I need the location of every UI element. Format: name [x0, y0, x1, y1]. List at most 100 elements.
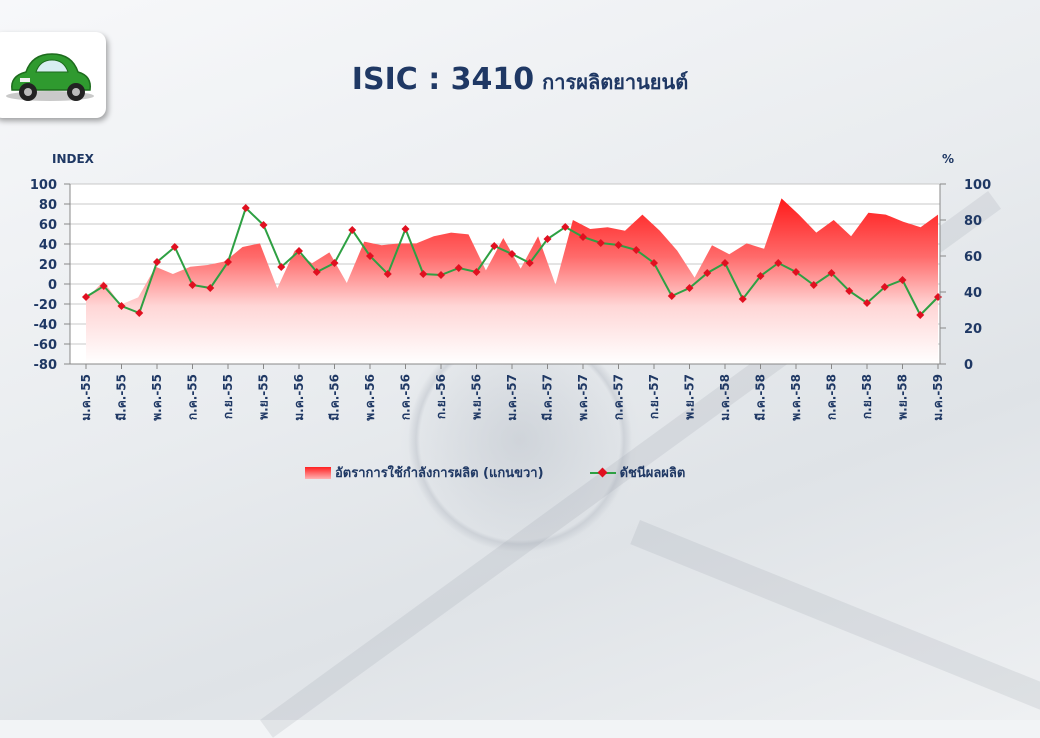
legend-capacity-label: อัตราการใช้กำลังการผลิต (แกนขวา): [335, 466, 544, 481]
legend-item-capacity: อัตราการใช้กำลังการผลิต (แกนขวา): [305, 462, 544, 483]
index-point: [224, 258, 232, 266]
index-point: [277, 263, 286, 271]
x-axis-tick-label: มี.ค.-55: [115, 374, 129, 421]
index-point: [827, 269, 836, 277]
x-axis-tick-label: ม.ค.-55: [79, 374, 93, 421]
index-point: [614, 241, 623, 249]
page-title: ISIC : 3410 การผลิตยานยนต์: [0, 62, 1040, 98]
x-axis-tick-label: พ.ย.-58: [896, 374, 910, 420]
index-point: [490, 242, 499, 250]
index-point: [508, 250, 516, 258]
x-axis-tick-label: พ.ค.-56: [363, 374, 377, 421]
x-axis-tick-label: มี.ค.-57: [541, 374, 555, 421]
index-point: [348, 226, 357, 234]
index-point: [383, 270, 392, 278]
index-point: [792, 268, 800, 276]
left-axis-tick-label: -20: [34, 298, 58, 313]
x-axis-tick-label: พ.ย.-57: [683, 374, 697, 420]
x-axis-tick-label: ก.ย.-58: [860, 374, 874, 419]
index-point: [579, 233, 587, 241]
left-axis-tick-label: 60: [39, 218, 57, 233]
index-point: [898, 276, 907, 284]
index-point: [880, 283, 889, 291]
right-axis-tick-label: 0: [964, 358, 973, 373]
left-axis-tick-label: -80: [34, 358, 58, 373]
index-point: [437, 271, 445, 279]
production-index-chart: 100 80 60 40 20 0 -20 -40 -60 -80 100 80 60 40 20 0 ม.ค.…: [30, 178, 991, 421]
left-axis-tick-label: -60: [34, 338, 58, 353]
left-axis-tick-label: 100: [30, 178, 57, 193]
chart-axes: 100 80 60 40 20 0 -20 -40 -60 -80 100 80 60 40 20 0 ม.ค.…: [30, 178, 991, 421]
index-point: [845, 287, 854, 295]
index-point: [99, 282, 108, 290]
left-axis-tick-label: 40: [39, 238, 57, 253]
capacity-area: [86, 198, 938, 364]
index-point: [738, 295, 747, 303]
index-point: [206, 284, 215, 292]
legend-index-label: ดัชนีผลผลิต: [619, 466, 686, 481]
x-axis-tick-label: ม.ค.-57: [505, 374, 519, 421]
capacity-area-series: [86, 198, 938, 364]
x-axis-tick-label: ก.ย.-57: [647, 374, 661, 419]
index-point: [312, 268, 321, 276]
x-axis-tick-label: ก.ค.-57: [612, 374, 626, 420]
x-axis-tick-label: พ.ค.-55: [150, 374, 164, 421]
index-point: [774, 259, 783, 267]
car-icon: [6, 53, 94, 101]
x-axis-tick-label: ม.ค.-59: [931, 374, 945, 421]
left-axis-tick-label: 80: [39, 198, 57, 213]
index-point: [543, 235, 552, 243]
index-point: [153, 258, 161, 266]
index-point: [632, 246, 641, 254]
x-axis-tick-label: พ.ค.-58: [789, 374, 803, 421]
x-axis-tick-label: มี.ค.-58: [754, 374, 768, 421]
x-axis-tick-label: ม.ค.-56: [292, 374, 306, 421]
index-point: [472, 268, 481, 276]
x-axis-tick-label: พ.ย.-56: [470, 374, 484, 420]
index-point: [295, 247, 303, 255]
left-axis-tick-label: 0: [48, 278, 57, 293]
index-point: [188, 281, 197, 289]
title-thai: การผลิตยานยนต์: [542, 70, 689, 94]
index-point: [667, 292, 676, 300]
index-point: [135, 309, 144, 317]
index-point: [863, 299, 871, 307]
index-point: [916, 311, 925, 319]
left-axis-tick-label: 20: [39, 258, 57, 273]
x-axis-tick-label: ก.ค.-56: [399, 374, 413, 420]
index-point: [756, 272, 765, 280]
index-point: [259, 221, 268, 229]
index-point: [330, 259, 339, 267]
index-point: [703, 269, 712, 277]
index-point: [596, 239, 605, 247]
index-point: [685, 284, 694, 292]
index-point: [454, 264, 463, 272]
legend-item-index: ดัชนีผลผลิต: [589, 462, 686, 483]
index-line-series: [82, 204, 942, 319]
x-axis-tick-label: ม.ค.-58: [718, 374, 732, 421]
right-axis-tick-label: 100: [964, 178, 991, 193]
index-point: [241, 204, 250, 212]
index-point: [721, 259, 729, 267]
index-point: [82, 293, 90, 301]
index-point: [809, 281, 818, 289]
legend-area-swatch: [305, 466, 331, 479]
chart-legend: อัตราการใช้กำลังการผลิต (แกนขวา) ดัชนีผล…: [305, 462, 731, 483]
right-axis-tick-label: 20: [964, 322, 982, 337]
index-point: [401, 225, 410, 233]
left-axis-tick-label: -40: [34, 318, 58, 333]
x-axis-tick-label: ก.ย.-55: [221, 374, 235, 419]
right-axis-tick-label: 80: [964, 214, 982, 229]
left-axis-unit: INDEX: [52, 152, 94, 166]
legend-line-swatch: [589, 467, 616, 479]
x-axis-tick-label: มี.ค.-56: [328, 374, 342, 421]
right-axis-tick-label: 40: [964, 286, 982, 301]
x-axis-tick-label: ก.ค.-58: [825, 374, 839, 420]
index-point: [525, 259, 534, 267]
x-axis-tick-label: ก.ย.-56: [434, 374, 448, 419]
x-axis-tick-label: พ.ค.-57: [576, 374, 590, 421]
index-point: [561, 223, 570, 231]
index-point: [419, 270, 428, 278]
index-point: [170, 243, 179, 251]
x-axis-tick-label: ก.ค.-55: [186, 374, 200, 420]
